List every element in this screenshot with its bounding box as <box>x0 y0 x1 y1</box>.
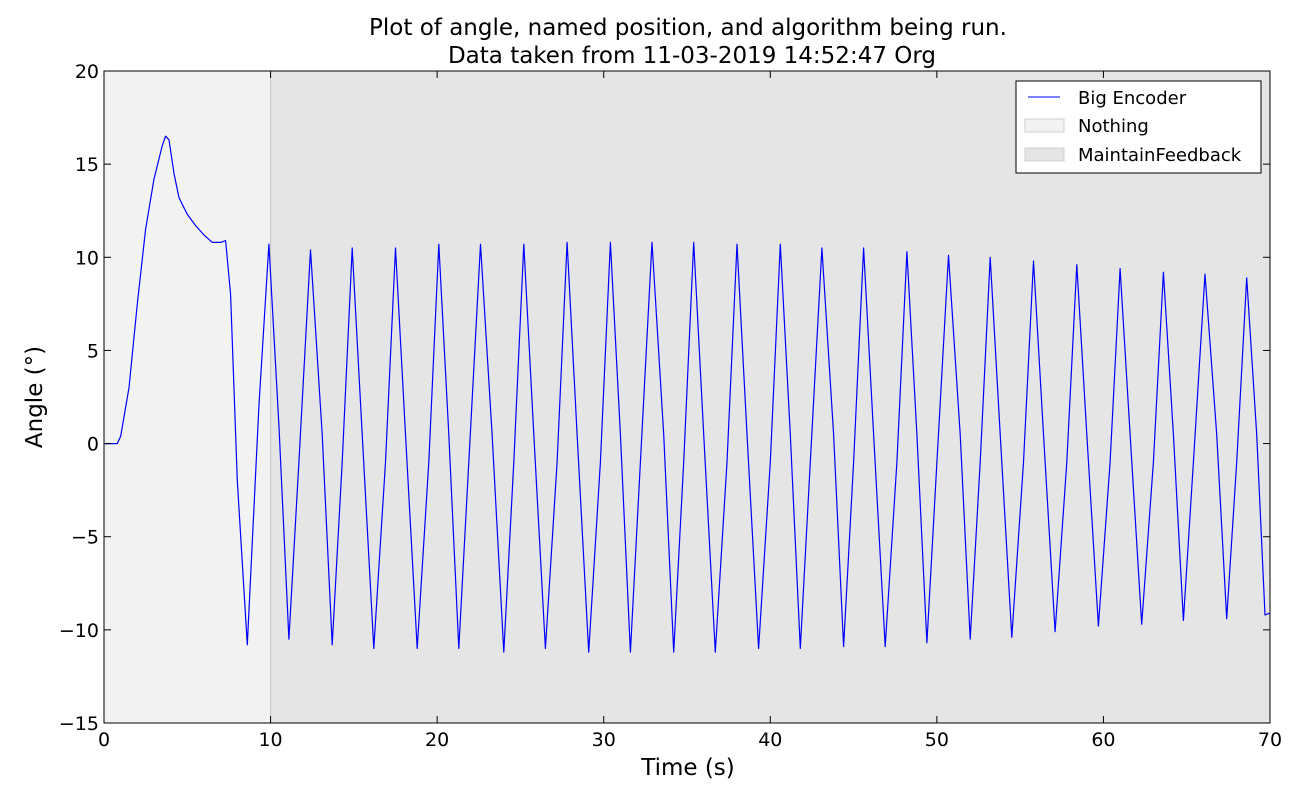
x-tick-label: 70 <box>1258 729 1282 751</box>
region-bands <box>104 71 1271 723</box>
legend-swatch-region <box>1024 118 1065 133</box>
x-tick-label: 50 <box>925 729 949 751</box>
chart-subtitle: Data taken from 11-03-2019 14:52:47 Org <box>448 43 936 69</box>
y-tick-label: 5 <box>87 340 99 362</box>
chart-title: Plot of angle, named position, and algor… <box>369 15 1007 41</box>
y-tick-label: 20 <box>75 61 99 83</box>
legend: Big Encoder Nothing MaintainFeedback <box>1015 80 1262 174</box>
x-axis: 0 10 20 30 40 50 60 70 <box>98 71 1282 751</box>
x-tick-label: 30 <box>592 729 616 751</box>
legend-label-series: Big Encoder <box>1078 88 1187 109</box>
x-axis-label: Time (s) <box>640 755 735 781</box>
y-tick-label: −5 <box>71 527 99 549</box>
plot-frame <box>103 70 1271 724</box>
y-axis: −15 −10 −5 0 5 10 15 20 <box>59 61 1270 735</box>
series-lines <box>104 135 1271 653</box>
y-tick-label: 10 <box>75 247 99 269</box>
x-tick-label: 10 <box>258 729 282 751</box>
series-line <box>104 135 1271 653</box>
y-tick-label: 15 <box>75 154 99 176</box>
region-band <box>104 71 271 723</box>
x-tick-label: 40 <box>758 729 782 751</box>
y-tick-label: −15 <box>59 713 99 735</box>
legend-label-region: MaintainFeedback <box>1078 145 1242 166</box>
legend-label-region: Nothing <box>1078 116 1149 137</box>
legend-swatch-region <box>1024 147 1065 162</box>
y-tick-label: −10 <box>59 620 99 642</box>
x-tick-label: 20 <box>425 729 449 751</box>
y-axis-label: Angle (°) <box>22 346 48 448</box>
region-band <box>270 71 1271 723</box>
x-tick-label: 60 <box>1091 729 1115 751</box>
y-tick-label: 0 <box>87 434 99 456</box>
x-tick-label: 0 <box>98 729 110 751</box>
